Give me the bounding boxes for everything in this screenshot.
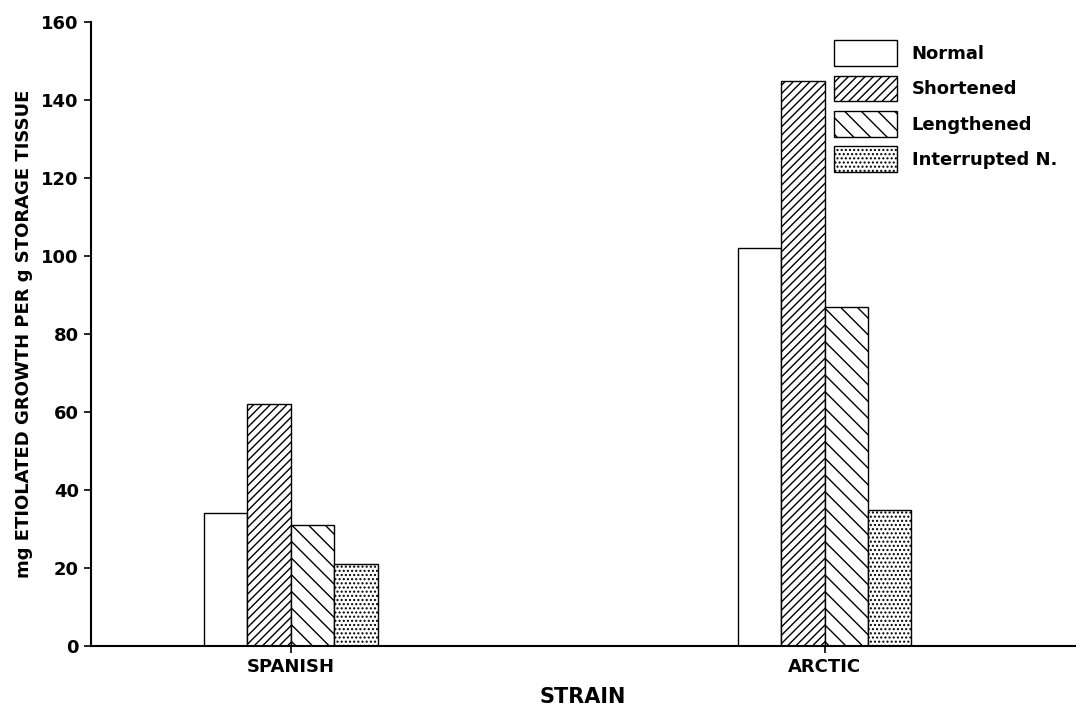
- X-axis label: STRAIN: STRAIN: [540, 687, 626, 707]
- Legend: Normal, Shortened, Lengthened, Interrupted N.: Normal, Shortened, Lengthened, Interrupt…: [825, 31, 1066, 181]
- Y-axis label: mg ETIOLATED GROWTH PER g STORAGE TISSUE: mg ETIOLATED GROWTH PER g STORAGE TISSUE: [15, 90, 33, 578]
- Bar: [335, 564, 377, 646]
- Bar: [204, 513, 247, 646]
- Bar: [247, 404, 291, 646]
- Bar: [868, 510, 911, 646]
- Bar: [291, 525, 335, 646]
- Bar: [782, 81, 825, 646]
- Bar: [825, 307, 868, 646]
- Bar: [738, 248, 782, 646]
